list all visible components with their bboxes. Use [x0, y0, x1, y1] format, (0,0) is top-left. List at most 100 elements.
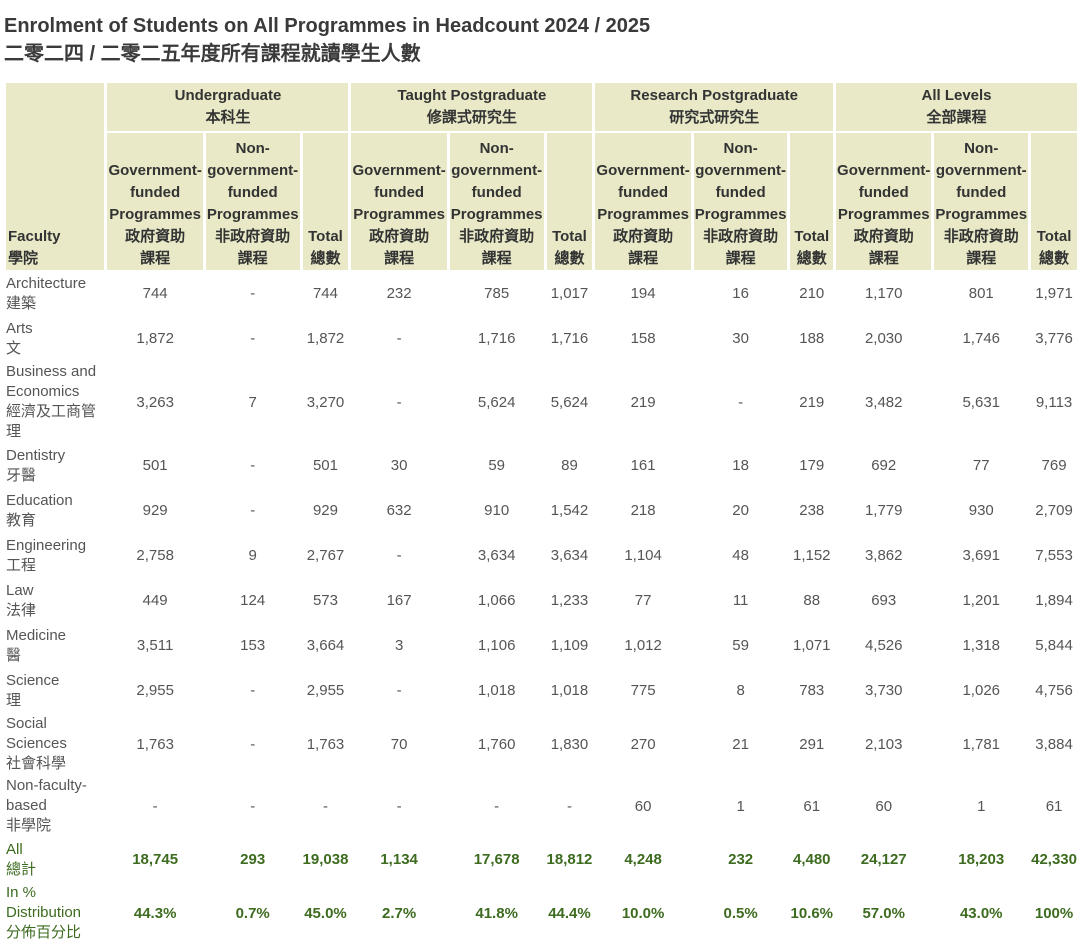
value-cell: 89 — [561, 457, 578, 474]
value-cell: 1,066 — [477, 592, 516, 609]
table-row: Science 理 2,955 - 2,955 - 1,018 1,018 775 8 783 3,7… — [6, 669, 1077, 712]
value-cell: - — [322, 797, 328, 815]
subheader-gov: Government-funded Programmes 政府資助 課程 — [595, 133, 691, 270]
value-cell: 293 — [240, 851, 266, 868]
table-row: Education 教育 929 - 929 632 910 1,542 218 20 238 1,7… — [6, 489, 1077, 532]
value-cell: 5,631 — [962, 393, 1001, 411]
value-cell: 449 — [142, 592, 168, 609]
value-cell: - — [250, 502, 256, 519]
value-cell: 1,018 — [550, 682, 589, 699]
value-cell: - — [250, 285, 256, 302]
value-cell: 77 — [634, 592, 652, 609]
value-cell: 153 — [240, 637, 266, 654]
value-cell: 88 — [803, 592, 821, 609]
value-cell: 219 — [799, 393, 825, 411]
value-cell: - — [152, 797, 158, 815]
faculty-cell: All 總計 — [6, 840, 37, 878]
faculty-cell: Social Sciences 社會科學 — [6, 715, 67, 772]
faculty-cell: Business and Economics 經濟及工商管理 — [6, 363, 97, 440]
value-cell: 1,746 — [962, 330, 1001, 347]
value-cell: 1,971 — [1035, 285, 1073, 302]
value-cell: 210 — [799, 285, 825, 302]
value-cell: 19,038 — [302, 851, 349, 868]
value-cell: 1,542 — [550, 502, 589, 519]
value-cell: 929 — [142, 502, 168, 519]
subheader-total: Total 總數 — [790, 133, 834, 270]
title-block: Enrolment of Students on All Programmes … — [4, 12, 650, 68]
value-cell: 929 — [312, 502, 338, 519]
faculty-cell: In % Distribution 分佈百分比 — [6, 884, 82, 941]
value-cell: 3,884 — [1035, 735, 1073, 753]
value-cell: 2,709 — [1035, 502, 1073, 519]
value-cell: 1,716 — [550, 330, 589, 347]
taught-postgraduate-header: Taught Postgraduate 修課式研究生 — [351, 83, 593, 131]
value-cell: 1,763 — [136, 735, 174, 753]
value-cell: 1,026 — [962, 682, 1001, 699]
value-cell: 161 — [630, 457, 656, 474]
value-cell: 61 — [1045, 797, 1063, 815]
value-cell: 1,830 — [550, 735, 589, 753]
value-cell: - — [396, 547, 402, 564]
value-cell: - — [250, 797, 256, 815]
faculty-cell: Architecture 建築 — [6, 274, 87, 312]
enrolment-table: Faculty 學院 Undergraduate 本科生 Taught Postg… — [3, 81, 1080, 945]
value-cell: 3,776 — [1035, 330, 1073, 347]
value-cell: 3 — [394, 637, 404, 654]
value-cell: 44.3% — [133, 904, 177, 922]
value-cell: - — [396, 797, 402, 815]
subheader-nongov: Non-government-funded Programmes 非政府資助 課程 — [693, 133, 788, 270]
value-cell: - — [494, 797, 500, 815]
value-cell: 783 — [799, 682, 825, 699]
value-cell: 573 — [312, 592, 338, 609]
value-cell: 4,756 — [1035, 682, 1073, 699]
value-cell: 1,781 — [962, 735, 1001, 753]
value-cell: - — [396, 393, 402, 411]
value-cell: 3,664 — [306, 637, 345, 654]
value-cell: 3,691 — [962, 547, 1001, 564]
subheader-total: Total 總數 — [546, 133, 593, 270]
value-cell: 41.8% — [475, 904, 518, 922]
value-cell: 60 — [634, 797, 652, 815]
value-cell: 1,109 — [550, 637, 589, 654]
table-row: Business and Economics 經濟及工商管理 3,263 7 3,270 -… — [6, 362, 1077, 442]
value-cell: 692 — [871, 457, 897, 474]
value-cell: 1,760 — [477, 735, 516, 753]
value-cell: 7 — [248, 393, 257, 411]
value-cell: 70 — [390, 735, 408, 753]
value-cell: 59 — [488, 457, 505, 474]
faculty-cell: Education 教育 — [6, 491, 73, 529]
faculty-cell: Law 法律 — [6, 581, 37, 619]
faculty-cell: Arts 文 — [6, 319, 33, 357]
value-cell: - — [250, 457, 256, 474]
subheader-total: Total 總數 — [1031, 133, 1077, 270]
table-row: Engineering 工程 2,758 9 2,767 - 3,634 3,634 1,104… — [6, 534, 1077, 577]
value-cell: - — [738, 393, 744, 411]
value-cell: 11 — [732, 592, 749, 609]
value-cell: 632 — [386, 502, 412, 519]
value-cell: 930 — [968, 502, 994, 519]
value-cell: 100% — [1034, 904, 1074, 922]
table-row: Social Sciences 社會科學 1,763 - 1,763 70 1,760 1,8… — [6, 714, 1077, 774]
value-cell: 3,862 — [864, 547, 903, 564]
value-cell: 5,624 — [477, 393, 516, 411]
value-cell: 238 — [799, 502, 825, 519]
value-cell: 219 — [630, 393, 656, 411]
value-cell: 43.0% — [959, 904, 1003, 922]
value-cell: 3,263 — [136, 393, 174, 411]
value-cell: 167 — [386, 592, 412, 609]
value-cell: 744 — [312, 285, 338, 302]
table-row: All 總計 18,745 293 19,038 1,134 17,678 18,812 4,2… — [6, 838, 1077, 881]
subheader-nongov: Non-government-funded Programmes 非政府資助 課程 — [934, 133, 1029, 270]
faculty-cell: Engineering 工程 — [6, 536, 87, 574]
value-cell: 124 — [240, 592, 266, 609]
value-cell: 3,270 — [306, 393, 345, 411]
value-cell: 1,017 — [550, 285, 589, 302]
value-cell: 1,170 — [864, 285, 903, 302]
value-cell: 1,012 — [624, 637, 662, 654]
value-cell: 5,624 — [550, 393, 589, 411]
header-group-row: Faculty 學院 Undergraduate 本科生 Taught Postg… — [6, 83, 1077, 270]
value-cell: 1,779 — [864, 502, 903, 519]
value-cell: 2,955 — [306, 682, 345, 699]
table-row: Arts 文 1,872 - 1,872 - 1,716 1,716 158 30 188 2,030… — [6, 317, 1077, 360]
value-cell: 775 — [630, 682, 656, 699]
